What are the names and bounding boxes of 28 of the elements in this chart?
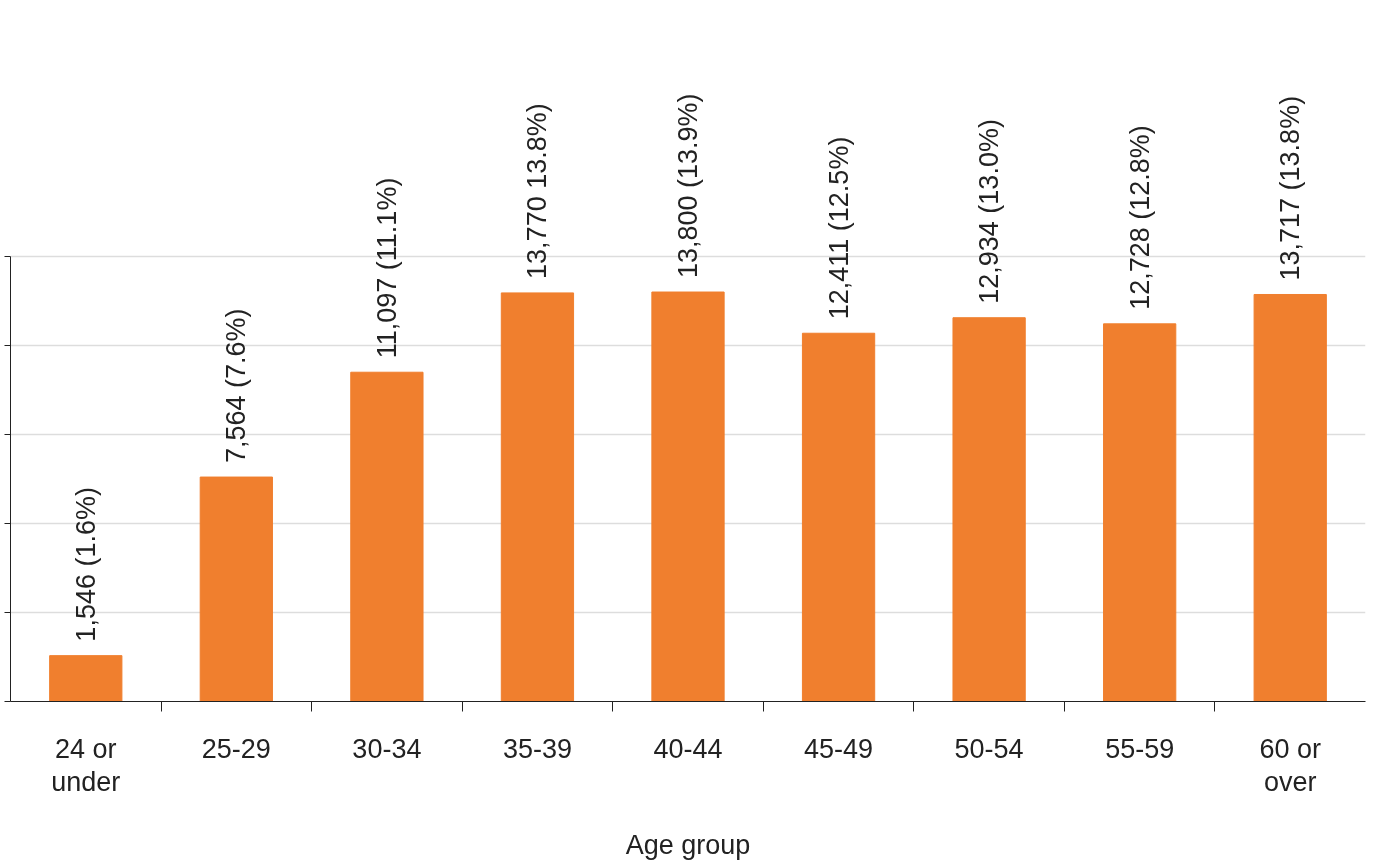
data-label: 1,546 (1.6%) — [70, 487, 101, 642]
x-tick-label: 25-29 — [201, 733, 271, 764]
x-tick-label: 30-34 — [352, 733, 422, 764]
bar — [49, 655, 123, 702]
bar — [651, 291, 725, 702]
data-label: 13,717 (13.8%) — [1275, 95, 1306, 281]
bar — [500, 292, 575, 702]
data-label: 13,800 (13.9%) — [673, 93, 703, 279]
data-label: 12,411 (12.5%) — [823, 136, 854, 320]
bar — [350, 371, 424, 702]
data-label: 12,934 (13.0%) — [974, 119, 1005, 304]
x-tick-label: 55-59 — [1105, 733, 1175, 764]
x-tick-label: 40-44 — [653, 733, 723, 764]
bar — [1103, 323, 1177, 702]
data-label: 12,728 (12.8%) — [1124, 125, 1155, 310]
bar — [801, 332, 876, 702]
x-tick-label: 24 or under — [51, 733, 121, 797]
x-tick-label: 50-54 — [954, 733, 1024, 764]
bar — [1253, 293, 1327, 702]
x-tick-label: 60 or over — [1259, 733, 1321, 797]
bar — [952, 317, 1026, 702]
x-axis-title: Age group — [625, 829, 751, 860]
x-tick-label: 35-39 — [502, 733, 572, 764]
data-label: 13,770 13.8%) — [522, 103, 553, 279]
x-tick-label: 45-49 — [804, 733, 874, 764]
bar — [199, 476, 273, 702]
data-label: 11,097 (11.1%) — [371, 177, 402, 359]
data-label: 7,564 (7.6%) — [221, 308, 252, 464]
